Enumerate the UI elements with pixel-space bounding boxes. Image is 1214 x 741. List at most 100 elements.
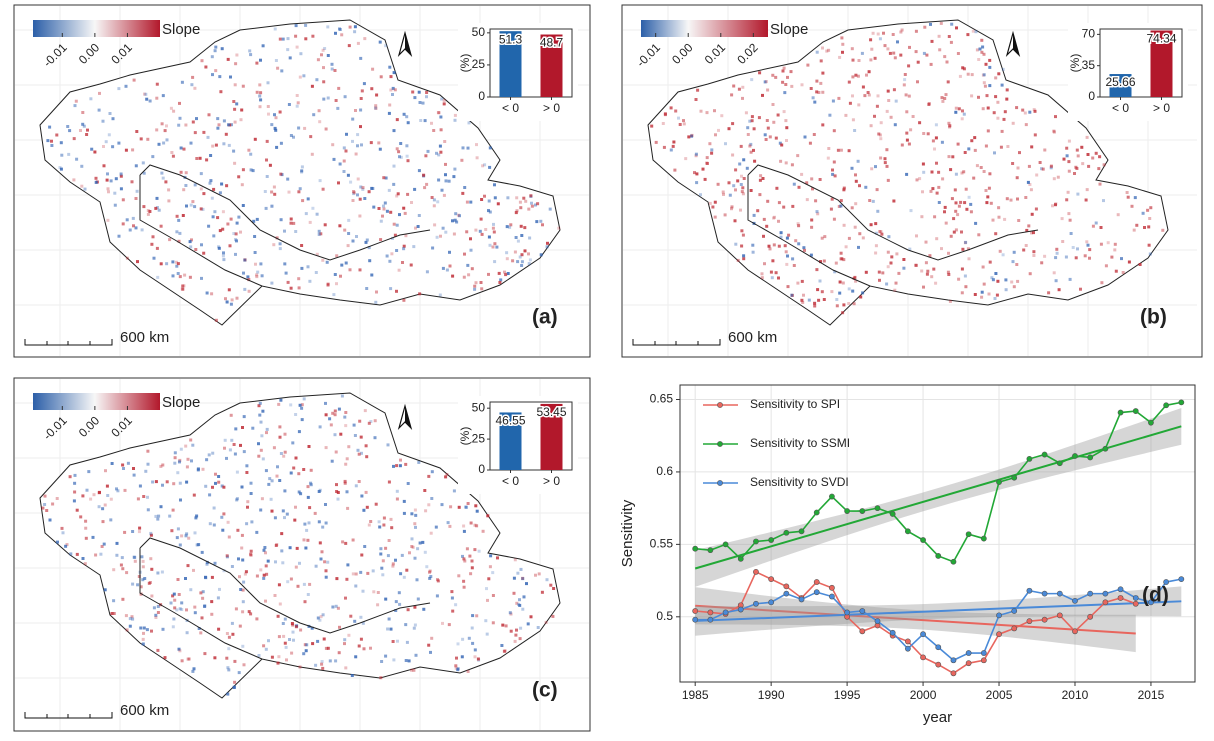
map-pixel (833, 174, 837, 178)
map-pixel (803, 248, 806, 252)
map-pixel (546, 241, 549, 245)
map-pixel (765, 224, 769, 228)
map-pixel (278, 37, 282, 41)
map-pixel (1138, 263, 1142, 266)
map-pixel (352, 192, 356, 196)
map-pixel (237, 557, 240, 561)
map-pixel (108, 112, 112, 115)
map-pixel (221, 528, 225, 532)
map-pixel (300, 266, 304, 270)
map-pixel (932, 267, 936, 271)
map-pixel (242, 450, 246, 454)
map-pixel (176, 578, 180, 581)
map-pixel (124, 84, 128, 88)
map-pixel (946, 80, 950, 84)
map-pixel (176, 471, 180, 475)
map-pixel (440, 503, 444, 507)
map-pixel (243, 287, 247, 291)
map-pixel (454, 212, 458, 216)
map-pixel (205, 560, 209, 564)
map-pixel (402, 499, 406, 503)
map-pixel (46, 139, 50, 143)
map-pixel (220, 182, 224, 186)
map-pixel (399, 572, 403, 576)
map-pixel (879, 156, 883, 160)
map-pixel (841, 50, 844, 54)
map-pixel (81, 111, 85, 114)
map-pixel (218, 587, 221, 591)
map-pixel (169, 106, 173, 110)
map-pixel (214, 143, 218, 147)
map-pixel (294, 505, 297, 509)
map-pixel (831, 99, 835, 103)
map-pixel (749, 142, 753, 146)
map-pixel (282, 634, 286, 638)
map-pixel (802, 293, 805, 297)
map-pixel (204, 575, 207, 579)
map-pixel (149, 533, 153, 537)
map-pixel (354, 584, 358, 588)
map-pixel (326, 646, 330, 650)
map-pixel (324, 521, 328, 525)
map-pixel (318, 179, 322, 183)
map-pixel (218, 75, 222, 79)
map-pixel (171, 508, 175, 512)
data-point (920, 631, 926, 638)
map-pixel (508, 225, 512, 229)
map-pixel (956, 142, 960, 146)
map-pixel (159, 224, 163, 228)
map-pixel (312, 113, 316, 117)
map-pixel (330, 67, 334, 71)
map-pixel (121, 463, 125, 467)
map-pixel (978, 47, 982, 51)
map-pixel (247, 610, 251, 614)
map-pixel (1028, 110, 1032, 114)
map-pixel (343, 479, 347, 483)
map-pixel (106, 187, 110, 191)
map-pixel (672, 140, 676, 144)
map-pixel (183, 273, 187, 277)
map-pixel (380, 566, 384, 570)
map-pixel (91, 535, 95, 539)
map-pixel (266, 81, 270, 85)
map-pixel (109, 497, 113, 501)
map-pixel (268, 477, 272, 481)
map-pixel (746, 126, 750, 130)
data-point (935, 644, 942, 651)
y-tick-label: 0.55 (650, 537, 674, 551)
map-pixel (937, 170, 941, 174)
map-pixel (408, 551, 411, 555)
map-pixel (265, 431, 268, 435)
colorbar-title: Slope (162, 21, 200, 38)
map-pixel (189, 588, 193, 592)
x-tick-label: 2015 (1138, 688, 1165, 702)
map-pixel (210, 575, 214, 579)
map-pixel (996, 116, 1000, 120)
map-pixel (119, 172, 123, 176)
map-pixel (850, 206, 854, 210)
trend-line (695, 604, 1136, 635)
map-pixel (131, 617, 135, 621)
map-pixel (223, 438, 227, 442)
map-pixel (232, 100, 236, 103)
map-pixel (360, 89, 364, 93)
map-pixel (969, 202, 973, 206)
map-pixel (279, 141, 283, 145)
map-pixel (740, 174, 743, 178)
map-pixel (483, 194, 486, 198)
map-pixel (844, 245, 848, 249)
y-tick-label: 0 (1088, 89, 1095, 103)
map-pixel (1024, 196, 1028, 199)
map-pixel (465, 547, 469, 551)
map-pixel (834, 261, 838, 265)
map-pixel (106, 494, 110, 497)
map-pixel (776, 113, 780, 117)
map-pixel (909, 209, 913, 213)
map-pixel (138, 526, 142, 530)
map-pixel (416, 547, 420, 551)
map-pixel (963, 274, 967, 278)
map-pixel (132, 555, 136, 559)
map-pixel (807, 298, 811, 302)
map-pixel (278, 110, 282, 114)
data-point (1056, 460, 1063, 467)
